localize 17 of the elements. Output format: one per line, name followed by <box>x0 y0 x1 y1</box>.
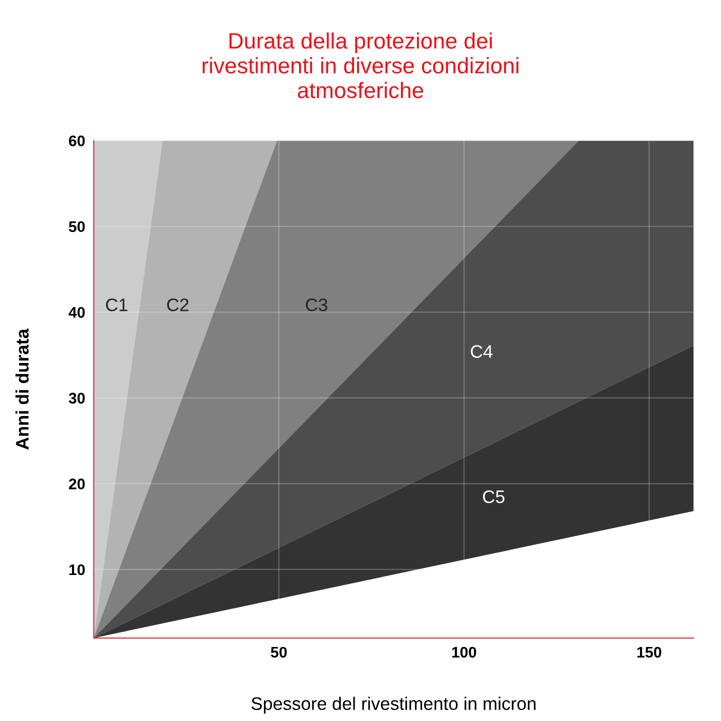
y-axis-title: Anni di durata <box>15 328 29 450</box>
x-tick-label: 150 <box>637 646 662 658</box>
y-tick-label: 30 <box>68 392 85 404</box>
y-tick-label: 10 <box>69 564 85 576</box>
x-tick-label: 100 <box>452 646 476 658</box>
y-tick-label: 20 <box>68 478 85 490</box>
x-tick-label: 50 <box>270 646 287 658</box>
x-axis-title: Spessore del rivestimento in micron <box>251 696 536 714</box>
series-label: C2 <box>167 298 188 312</box>
chart-title: Durata della protezione dei rivestimenti in diverse condizioni atmosferiche <box>202 32 518 98</box>
series-label: C1 <box>106 298 128 312</box>
series-label: C4 <box>470 345 493 358</box>
series-label: C3 <box>306 298 328 312</box>
y-tick-label: 60 <box>68 135 85 146</box>
y-tick-label: 50 <box>68 221 85 232</box>
series-label: C5 <box>483 490 504 504</box>
y-tick-label: 40 <box>68 307 85 318</box>
